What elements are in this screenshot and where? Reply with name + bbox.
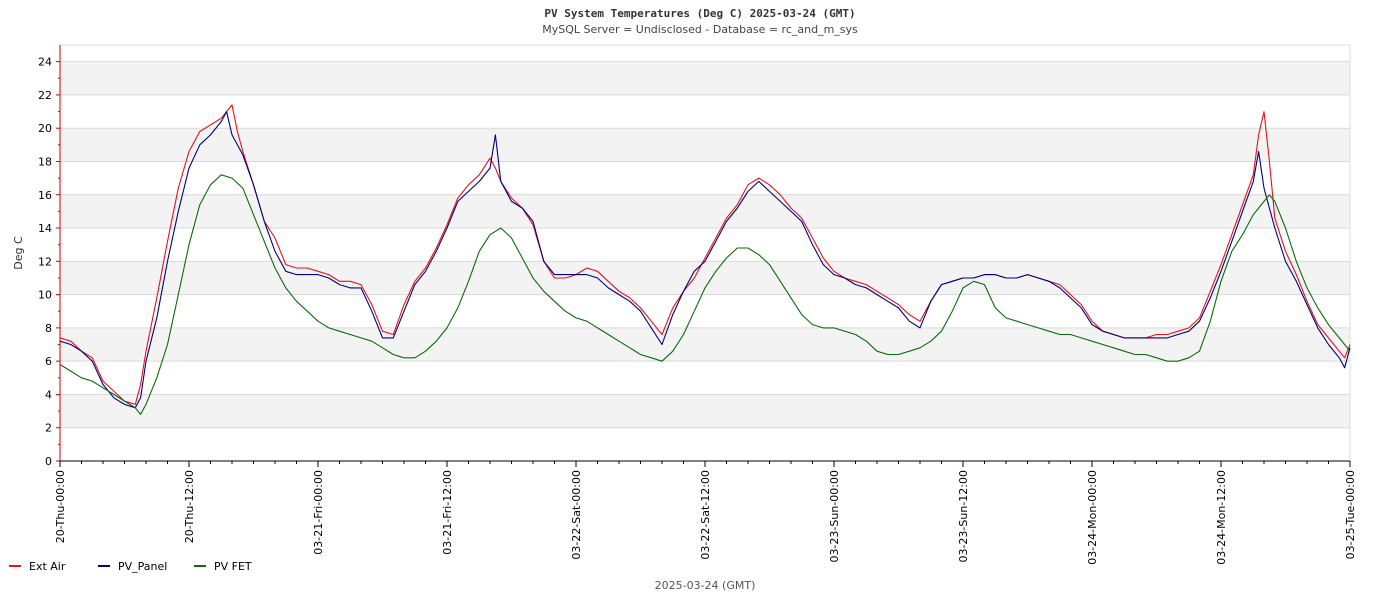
- x-tick-label: 03-21-Fri-00:00: [312, 470, 325, 555]
- legend-label: PV_Panel: [118, 560, 167, 573]
- y-tick-label: 20: [38, 122, 52, 135]
- grid-band: [60, 194, 1350, 229]
- y-tick-label: 2: [45, 422, 52, 435]
- y-tick-label: 10: [38, 289, 52, 302]
- grid-bands: [60, 45, 1350, 428]
- y-tick-label: 16: [38, 189, 52, 202]
- legend-label: Ext Air: [29, 560, 66, 573]
- grid-band: [60, 394, 1350, 428]
- y-tick-label: 22: [38, 89, 52, 102]
- y-tick-label: 4: [45, 388, 52, 401]
- x-tick-label: 03-21-Fri-12:00: [441, 470, 454, 555]
- x-axis-ticks: 20-Thu-00:00 20-Thu-12:00 03-21-Fri-00:00 0…: [54, 461, 1357, 565]
- grid-band: [60, 261, 1350, 295]
- chart-subtitle: MySQL Server = Undisclosed - Database = …: [542, 23, 858, 36]
- x-tick-label: 03-22-Sat-00:00: [570, 470, 583, 560]
- x-axis-label: 2025-03-24 (GMT): [655, 579, 756, 592]
- x-tick-label: 03-23-Sun-12:00: [957, 470, 970, 563]
- legend-label: PV FET: [214, 560, 252, 573]
- y-tick-label: 6: [45, 355, 52, 368]
- series-line-pv-panel: [59, 111, 1351, 409]
- grid-band: [60, 45, 1350, 62]
- series-line-pv-fet: [59, 174, 1351, 415]
- x-tick-label: 03-25-Tue-00:00: [1344, 470, 1357, 559]
- grid-band: [60, 327, 1350, 362]
- y-axis-label: Deg C: [12, 236, 25, 270]
- y-tick-label: 8: [45, 322, 52, 335]
- grid-lines: [59, 44, 1351, 462]
- chart-title: PV System Temperatures (Deg C) 2025-03-2…: [544, 7, 855, 20]
- y-tick-label: 12: [38, 255, 52, 268]
- grid-band: [60, 128, 1350, 162]
- y-tick-label: 0: [45, 455, 52, 468]
- y-tick-label: 14: [38, 222, 52, 235]
- x-tick-label: 20-Thu-12:00: [183, 470, 196, 543]
- y-tick-label: 18: [38, 155, 52, 168]
- x-tick-label: 03-24-Mon-12:00: [1215, 470, 1228, 565]
- y-tick-label: 24: [38, 56, 52, 69]
- series-layer: [59, 104, 1351, 415]
- grid-band: [60, 61, 1350, 95]
- legend: Ext Air PV_Panel PV FET: [9, 560, 252, 573]
- x-tick-label: 03-22-Sat-12:00: [699, 470, 712, 560]
- x-tick-label: 03-23-Sun-00:00: [828, 470, 841, 563]
- x-tick-label: 20-Thu-00:00: [54, 470, 67, 543]
- x-tick-label: 03-24-Mon-00:00: [1086, 470, 1099, 565]
